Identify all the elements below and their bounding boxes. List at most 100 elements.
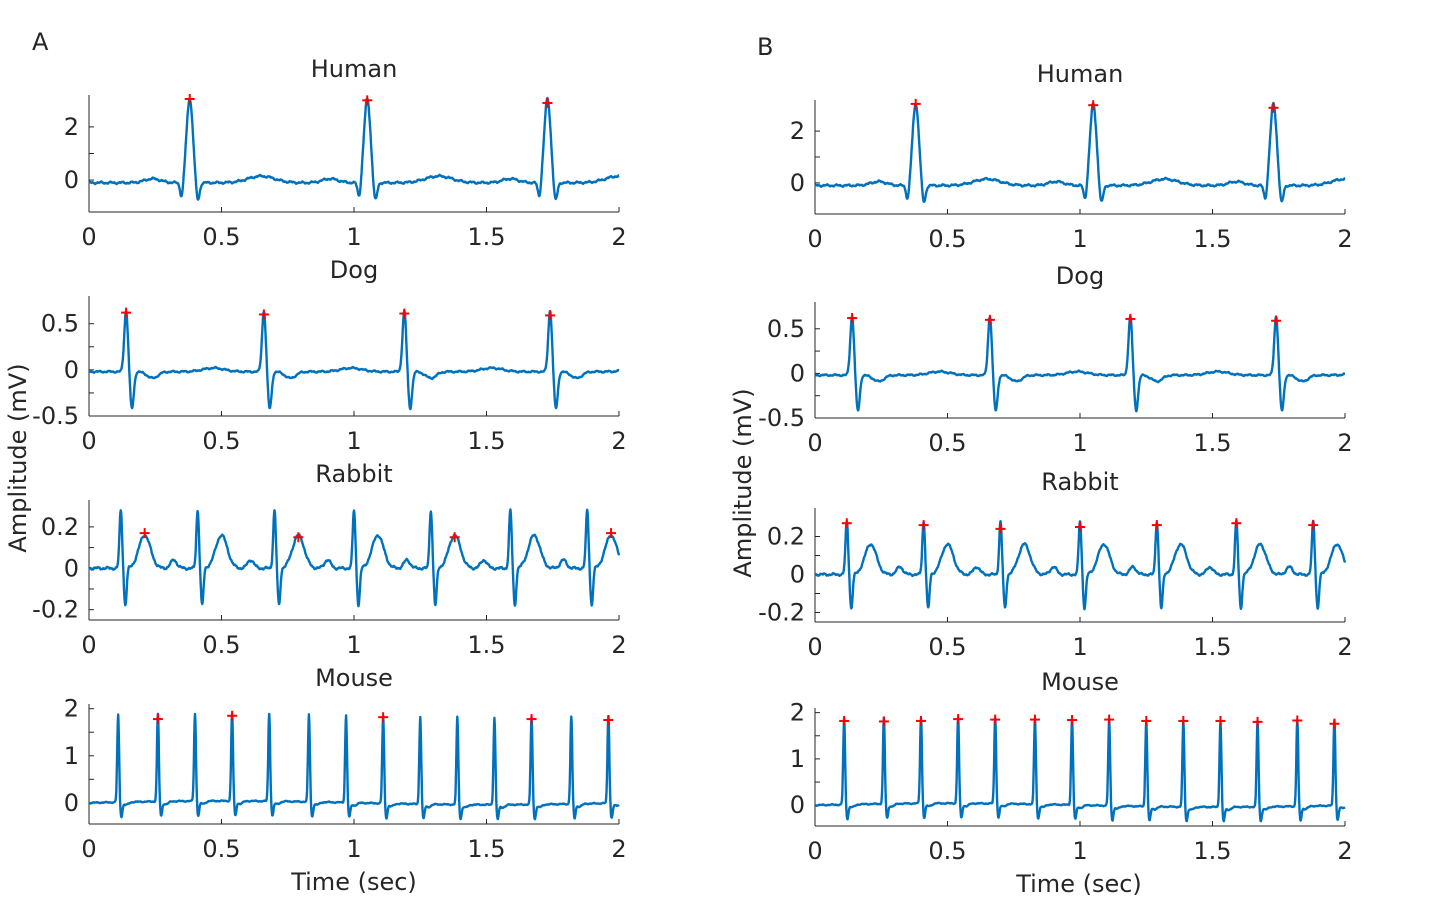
panel-b-human-title: Human — [1037, 60, 1124, 88]
panel-a-mouse-ecg-trace — [88, 712, 620, 821]
panel-a-mouse-peak-marker — [526, 714, 537, 725]
panel-a-human-xtick-label: 0 — [81, 223, 96, 251]
panel-b-dog-xtick-label: 2 — [1337, 429, 1352, 457]
panel-a-rabbit-xtick-label: 0.5 — [202, 631, 240, 659]
panel-a-human-xtick-label: 1 — [346, 223, 361, 251]
panel-a-rabbit-xtick-label: 0 — [81, 631, 96, 659]
panel-b-mouse-peak-marker — [839, 715, 850, 726]
panel-a-mouse-ytick-label: 2 — [64, 695, 79, 723]
panel-a-rabbit-peak-marker — [606, 528, 617, 539]
panel-b-rabbit-peak-marker — [1151, 520, 1162, 531]
panel-a-mouse-ytick-label: 0 — [64, 789, 79, 817]
panel-b-human-xtick-label: 1.5 — [1193, 225, 1231, 253]
panel-b-dog-xtick-label: 1.5 — [1193, 429, 1231, 457]
panel-b-human-subplot: Human 0 0.5 1 1.5 2 0 2 — [790, 60, 1353, 253]
panel-b-rabbit-peak-marker — [841, 518, 852, 529]
panel-a-dog-peak-marker — [545, 310, 556, 321]
panel-a-dog-ytick-label: 0 — [64, 356, 79, 384]
panel-b-rabbit-ytick-label: 0.2 — [767, 523, 805, 551]
panel-b-rabbit-peak-marker — [1308, 520, 1319, 531]
panel-b-rabbit-xtick-label: 1.5 — [1193, 633, 1231, 661]
panel-b-xlabel: Time (sec) — [1015, 870, 1142, 898]
panel-b-mouse-peak-marker — [990, 714, 1001, 725]
panel-b-rabbit-xtick-label: 0 — [807, 633, 822, 661]
panel-b-mouse-xtick-label: 2 — [1337, 837, 1352, 865]
panel-b-mouse-peak-marker — [953, 714, 964, 725]
panel-b-mouse-xtick-label: 1 — [1072, 837, 1087, 865]
panel-b-dog-xtick-label: 0.5 — [928, 429, 966, 457]
panel-b-dog-peak-marker — [984, 314, 995, 325]
panel-a-dog-xtick-label: 0.5 — [202, 427, 240, 455]
panel-b-mouse-ytick-label: 2 — [790, 699, 805, 727]
panel-a-dog-peak-marker — [258, 309, 269, 320]
panel-a-mouse-xtick-label: 0 — [81, 835, 96, 863]
panel-b-mouse-peak-marker — [1329, 718, 1340, 729]
panel-a-rabbit-title: Rabbit — [315, 460, 392, 488]
panel-b-mouse-peak-marker — [1178, 715, 1189, 726]
panel-b-mouse-peak-marker — [916, 715, 926, 726]
panel-b-rabbit-ecg-trace — [814, 519, 1347, 611]
panel-a-mouse-peak-marker — [152, 714, 163, 725]
panel-b-dog-xtick-label: 0 — [807, 429, 822, 457]
panel-b-rabbit-title: Rabbit — [1041, 468, 1118, 496]
panel-a-mouse-title: Mouse — [315, 664, 393, 692]
panel-a-dog-title: Dog — [330, 256, 378, 284]
panel-a-rabbit-peak-marker — [449, 532, 460, 543]
panel-a-mouse-xtick-label: 1 — [346, 835, 361, 863]
panel-a-mouse-peak-marker — [227, 710, 238, 721]
panel-b-rabbit-xtick-label: 2 — [1337, 633, 1352, 661]
panel-a-rabbit-ytick-label: -0.2 — [32, 596, 79, 624]
panel-a-dog-xtick-label: 1 — [346, 427, 361, 455]
panel-a-human-ytick-label: 0 — [64, 166, 79, 194]
panel-a-human-peak-marker — [362, 95, 373, 106]
panel-b-dog-ytick-label: 0 — [790, 359, 805, 387]
panel-b-human-ecg-trace — [814, 101, 1346, 203]
panel-a-rabbit-ytick-label: 0 — [64, 554, 79, 582]
panel-b-human-peak-marker — [910, 98, 921, 109]
panel-a-mouse-xtick-label: 0.5 — [202, 835, 240, 863]
panel-b-mouse-peak-marker — [1252, 716, 1263, 727]
panel-a-rabbit-peak-marker — [139, 528, 150, 539]
panel-b-mouse-peak-marker — [1292, 715, 1303, 726]
panel-b-mouse-ytick-label: 0 — [790, 791, 805, 819]
panel-b-mouse-ytick-label: 1 — [790, 745, 805, 773]
panel-b-dog-ecg-trace — [814, 314, 1346, 413]
panel-b-human-ytick-label: 2 — [790, 117, 805, 145]
panel-a-human-xtick-label: 0.5 — [202, 223, 240, 251]
panel-a-dog-peak-marker — [399, 308, 410, 319]
panel-b-dog-ytick-label: -0.5 — [758, 404, 805, 432]
panel-a-rabbit-xtick-label: 1 — [346, 631, 361, 659]
panel-b-dog-peak-marker — [847, 313, 858, 324]
panel-b-rabbit-peak-marker — [1231, 518, 1242, 529]
panel-b-rabbit-xtick-label: 0.5 — [928, 633, 966, 661]
panel-a-xlabel: Time (sec) — [290, 868, 417, 896]
panel-b-dog-peak-marker — [1271, 315, 1282, 326]
panel-b-human-xtick-label: 1 — [1072, 225, 1087, 253]
panel-a-dog-ytick-label: 0.5 — [41, 310, 79, 338]
panel-a-rabbit-ytick-label: 0.2 — [41, 513, 79, 541]
panel-b-human-xtick-label: 0 — [807, 225, 822, 253]
panel-b-dog-title: Dog — [1056, 262, 1104, 290]
panel-a-rabbit-ecg-trace — [88, 508, 621, 608]
panel-a-human-ytick-label: 2 — [64, 113, 79, 141]
panel-b-mouse-xtick-label: 0.5 — [928, 837, 966, 865]
panel-a-dog-peak-marker — [121, 307, 132, 318]
panel-b-mouse-peak-marker — [1215, 715, 1226, 726]
panel-a-mouse-xtick-label: 1.5 — [467, 835, 505, 863]
panel-a-dog-xtick-label: 2 — [611, 427, 626, 455]
panel-a-mouse-peak-marker — [378, 712, 389, 723]
panel-b-rabbit-ytick-label: 0 — [790, 561, 805, 589]
panel-b-mouse-peak-marker — [1029, 714, 1040, 725]
panel-b-dog-peak-marker — [1125, 313, 1136, 324]
panel-a-mouse-ytick-label: 1 — [64, 742, 79, 770]
panel-b-rabbit-peak-marker — [1075, 522, 1085, 532]
panel-b-human-ytick-label: 0 — [790, 169, 805, 197]
panel-b-mouse-xtick-label: 1.5 — [1193, 837, 1231, 865]
panel-a-letter: A — [32, 28, 49, 56]
panel-b-rabbit-peak-marker — [918, 520, 929, 531]
